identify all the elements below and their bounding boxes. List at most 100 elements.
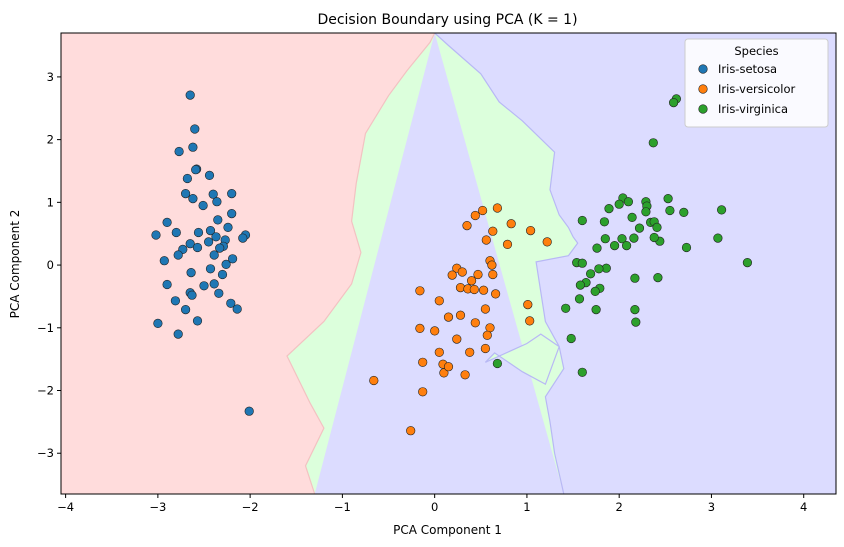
- point-iris-setosa: [214, 288, 224, 298]
- point-iris-setosa: [205, 226, 216, 236]
- point-iris-virginica: [630, 305, 640, 315]
- point-iris-versicolor: [542, 237, 552, 247]
- point-iris-versicolor: [434, 347, 444, 357]
- legend-marker: [698, 84, 708, 94]
- point-iris-versicolor: [460, 370, 470, 380]
- x-tick-label: 4: [800, 500, 807, 514]
- point-iris-setosa: [171, 227, 181, 238]
- point-iris-virginica: [630, 273, 640, 283]
- point-iris-virginica: [585, 269, 596, 279]
- point-iris-versicolor: [415, 323, 425, 334]
- y-tick-label: −3: [37, 446, 54, 460]
- point-iris-versicolor: [481, 235, 491, 245]
- y-tick-label: 1: [47, 195, 54, 209]
- point-iris-virginica: [594, 264, 604, 274]
- point-iris-setosa: [217, 269, 228, 280]
- point-iris-setosa: [153, 318, 163, 329]
- point-iris-setosa: [162, 279, 172, 290]
- point-iris-setosa: [238, 233, 248, 243]
- point-iris-setosa: [227, 189, 237, 199]
- point-iris-setosa: [151, 230, 161, 240]
- point-iris-virginica: [590, 286, 600, 297]
- y-tick-label: 0: [47, 258, 54, 272]
- point-iris-virginica: [574, 294, 585, 304]
- point-iris-virginica: [623, 197, 634, 207]
- point-iris-virginica: [604, 204, 614, 214]
- point-iris-versicolor: [502, 239, 513, 249]
- point-iris-virginica: [648, 138, 658, 148]
- point-iris-virginica: [653, 273, 663, 283]
- point-iris-setosa: [221, 259, 231, 270]
- point-iris-setosa: [226, 298, 236, 308]
- boundary-versicolor-virginica: [434, 33, 579, 494]
- point-iris-setosa: [227, 209, 237, 219]
- x-tick-label: −1: [334, 500, 351, 514]
- point-iris-virginica: [609, 241, 620, 251]
- point-iris-setosa: [192, 242, 203, 253]
- point-iris-setosa: [193, 227, 204, 238]
- point-iris-virginica: [492, 358, 503, 369]
- point-iris-setosa: [199, 281, 209, 291]
- point-iris-virginica: [591, 305, 601, 315]
- point-iris-virginica: [631, 317, 641, 327]
- point-iris-versicolor: [479, 285, 489, 295]
- point-iris-setosa: [205, 264, 216, 274]
- point-iris-setosa: [232, 304, 242, 314]
- point-iris-virginica: [679, 207, 689, 217]
- point-iris-virginica: [617, 234, 627, 244]
- x-tick-label: −2: [242, 500, 259, 514]
- point-iris-setosa: [223, 222, 233, 232]
- point-iris-setosa: [170, 296, 180, 306]
- point-iris-setosa: [198, 200, 208, 211]
- x-tick-label: −4: [57, 500, 74, 514]
- point-iris-setosa: [208, 189, 218, 199]
- point-iris-virginica: [575, 280, 586, 290]
- y-tick-label: −1: [37, 321, 54, 335]
- x-axis: −4 −3 −2 −1 0 1 2 3 4: [57, 494, 807, 514]
- point-iris-versicolor: [506, 219, 516, 229]
- point-iris-versicolor: [491, 289, 501, 299]
- legend-marker: [698, 104, 708, 114]
- point-iris-virginica: [561, 303, 571, 313]
- point-iris-setosa: [182, 173, 192, 184]
- y-tick-label: 3: [47, 70, 54, 84]
- point-iris-virginica: [634, 223, 645, 233]
- point-iris-versicolor: [418, 387, 428, 397]
- point-iris-setosa: [186, 268, 196, 278]
- point-iris-virginica: [668, 97, 679, 108]
- point-iris-setosa: [188, 142, 198, 152]
- point-iris-virginica: [577, 367, 587, 377]
- point-iris-versicolor: [443, 362, 454, 372]
- chart-title: Decision Boundary using PCA (K = 1): [317, 12, 577, 28]
- point-iris-versicolor: [525, 316, 535, 326]
- point-iris-versicolor: [462, 221, 472, 231]
- legend-label: Iris-setosa: [718, 62, 777, 76]
- y-axis: −3 −2 −1 0 1 2 3: [37, 70, 61, 460]
- point-iris-virginica: [641, 207, 651, 217]
- point-iris-versicolor: [480, 343, 491, 354]
- point-iris-virginica: [663, 194, 673, 204]
- legend-label: Iris-virginica: [718, 102, 788, 116]
- point-iris-virginica: [681, 242, 692, 253]
- point-iris-setosa: [212, 197, 222, 207]
- point-iris-versicolor: [467, 276, 477, 286]
- point-iris-setosa: [181, 189, 191, 199]
- point-iris-setosa: [244, 406, 254, 416]
- point-iris-setosa: [191, 165, 201, 175]
- point-iris-versicolor: [457, 267, 467, 277]
- point-iris-versicolor: [473, 269, 483, 280]
- point-iris-virginica: [627, 212, 637, 222]
- point-iris-versicolor: [465, 347, 475, 357]
- point-iris-virginica: [599, 217, 610, 227]
- legend: Species Iris-setosa Iris-versicolor Iris-vi…: [684, 38, 829, 128]
- x-tick-label: 0: [431, 500, 438, 514]
- x-axis-label: PCA Component 1: [393, 523, 502, 537]
- point-iris-versicolor: [455, 310, 466, 320]
- point-iris-virginica: [592, 243, 602, 253]
- point-iris-setosa: [190, 124, 200, 134]
- point-iris-versicolor: [492, 203, 503, 213]
- y-tick-label: 2: [47, 133, 54, 147]
- y-axis-label: PCA Component 2: [8, 210, 22, 319]
- point-iris-setosa: [174, 146, 184, 157]
